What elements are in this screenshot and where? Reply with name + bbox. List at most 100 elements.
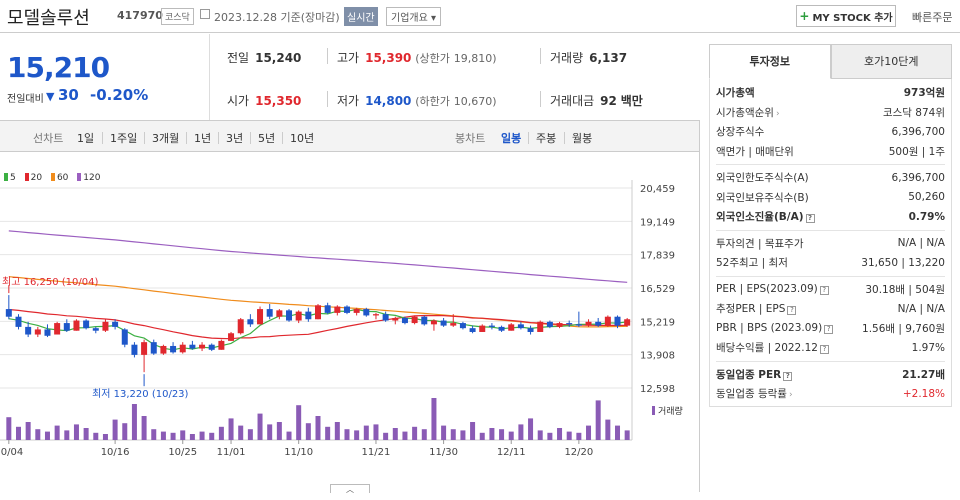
volume-bar [44, 431, 50, 440]
info-value: 6,396,700 [891, 125, 945, 138]
info-value: 1.56배 | 9,760원 [862, 322, 945, 335]
help-icon[interactable]: ? [805, 214, 815, 224]
period-10y[interactable]: 10년 [290, 132, 315, 145]
day-high: 고가 15,390 (상한가 19,810) [337, 51, 497, 65]
candle-body [488, 325, 495, 327]
candle-body [604, 316, 611, 326]
x-tick-label: 11/21 [362, 447, 391, 458]
realtime-button[interactable]: 실시간 [344, 7, 378, 26]
candle-body [247, 319, 254, 325]
quick-order-link[interactable]: 빠른주문 [912, 11, 953, 24]
candle-body [334, 306, 341, 313]
chevron-right-icon[interactable]: › [788, 390, 793, 401]
collapse-chart-button[interactable]: ︿ [330, 484, 370, 494]
help-icon[interactable]: ? [783, 371, 793, 381]
volume-bar [131, 404, 137, 440]
candlestick-svg[interactable]: 20,459 19,149 17,839 16,529 15,219 13,908 12,5… [0, 160, 699, 492]
candle-daily[interactable]: 일봉 [501, 132, 522, 145]
candle-body [83, 320, 90, 329]
volume-bar [354, 430, 360, 440]
high-annotation: 최고 16,250 (10/04) [2, 276, 98, 288]
volume-bar [547, 432, 553, 440]
period-3y[interactable]: 3년 [226, 132, 244, 145]
volume-bar [373, 424, 379, 440]
investment-table: 시가총액 973억원 시가총액순위 › 코스닥 874위 상장주식수 6,396,700 액면… [709, 79, 952, 407]
add-mystock-button[interactable]: + MY STOCK 추가 [796, 5, 896, 27]
volume-bar [363, 425, 369, 440]
candle-body [343, 306, 350, 313]
help-icon[interactable]: ? [787, 306, 797, 316]
change-percent: -0.20% [90, 86, 149, 104]
candle-body [102, 321, 109, 331]
info-row: 52주최고 | 최저 31,650 | 13,220 [716, 253, 945, 273]
candle-body [324, 305, 331, 313]
volume-bar [6, 417, 12, 440]
info-label: 투자의견 | 목표주가 [716, 237, 804, 250]
volume-bar [141, 416, 147, 440]
legend-ma5: 5 [4, 173, 16, 183]
period-1y[interactable]: 1년 [194, 132, 212, 145]
chevron-right-icon[interactable]: › [775, 108, 780, 119]
stock-header: 모델솔루션 417970 코스닥 2023.12.28 기준(장마감) 실시간 … [0, 0, 960, 33]
candle-body [141, 342, 148, 355]
x-tick-label: 11/30 [429, 447, 458, 458]
info-row: 투자의견 | 목표주가 N/A | N/A [716, 234, 945, 254]
period-1w[interactable]: 1주일 [110, 132, 138, 145]
volume-bar [160, 431, 166, 440]
volume-bar [267, 424, 273, 440]
candle-weekly[interactable]: 주봉 [536, 132, 557, 145]
candle-body [401, 317, 408, 324]
volume-bar [209, 432, 215, 440]
volume-bar [586, 425, 592, 440]
candle-monthly[interactable]: 월봉 [572, 132, 593, 145]
candle-body [170, 345, 177, 353]
info-value: 500원 | 1주 [888, 145, 945, 158]
volume-bar [499, 429, 505, 440]
help-icon[interactable]: ? [819, 286, 829, 296]
info-label: 배당수익률 | 2022.12? [716, 340, 829, 355]
tab-investment-info[interactable]: 투자정보 [709, 44, 831, 79]
candle-body [546, 321, 553, 327]
info-row: PER | EPS(2023.09)? 30.18배 | 504원 [716, 280, 945, 300]
volume-bar [228, 418, 234, 440]
candle-body [440, 320, 447, 326]
candle-body [411, 316, 418, 324]
volume-bar [83, 428, 89, 440]
volume-bar [392, 428, 398, 440]
period-1d[interactable]: 1일 [77, 132, 95, 145]
candle-body [527, 328, 534, 332]
help-icon[interactable]: ? [824, 325, 834, 335]
quote-date: 2023.12.28 기준(장마감) [214, 11, 340, 24]
y-tick-label: 19,149 [640, 217, 675, 228]
tab-order-book[interactable]: 호가10단계 [830, 44, 952, 79]
change-label: 전일대비 [7, 94, 44, 105]
info-row: 액면가 | 매매단위 500원 | 1주 [716, 142, 945, 162]
x-tick-label: 10/16 [101, 447, 130, 458]
volume-bar [557, 428, 563, 440]
help-icon[interactable]: ? [819, 345, 829, 355]
candle-body [63, 323, 70, 331]
volume-bar [218, 426, 224, 440]
info-row: 외국인보유주식수(B) 50,260 [716, 188, 945, 208]
info-label: 외국인소진율(B/A)? [716, 209, 815, 224]
period-3m[interactable]: 3개월 [152, 132, 180, 145]
candle-body [508, 324, 515, 331]
period-5y[interactable]: 5년 [258, 132, 276, 145]
volume-bar [73, 424, 79, 440]
volume-bar [35, 429, 41, 440]
info-value: 21.27배 [902, 368, 945, 381]
candle-body [566, 323, 573, 325]
candle-body [228, 333, 235, 341]
price-chart[interactable]: 5 20 60 120 20,459 19,149 17,839 16,529 15,2… [0, 160, 699, 492]
candle-body [189, 344, 196, 349]
candle-body [363, 309, 370, 316]
x-tick-label: 11/10 [284, 447, 313, 458]
info-label: 동일업종 PER? [716, 367, 793, 382]
chart-toolbar: 선차트 1일 1주일 3개월 1년 3년 5년 10년 봉차트 일봉 주봉 월봉 [0, 120, 699, 152]
candle-body [353, 309, 360, 313]
company-overview-dropdown[interactable]: 기업개요 ▾ [386, 7, 442, 26]
plus-icon: + [799, 9, 810, 23]
volume-bar [412, 426, 418, 440]
volume-bar [296, 405, 302, 440]
info-label: 상장주식수 [716, 126, 765, 139]
